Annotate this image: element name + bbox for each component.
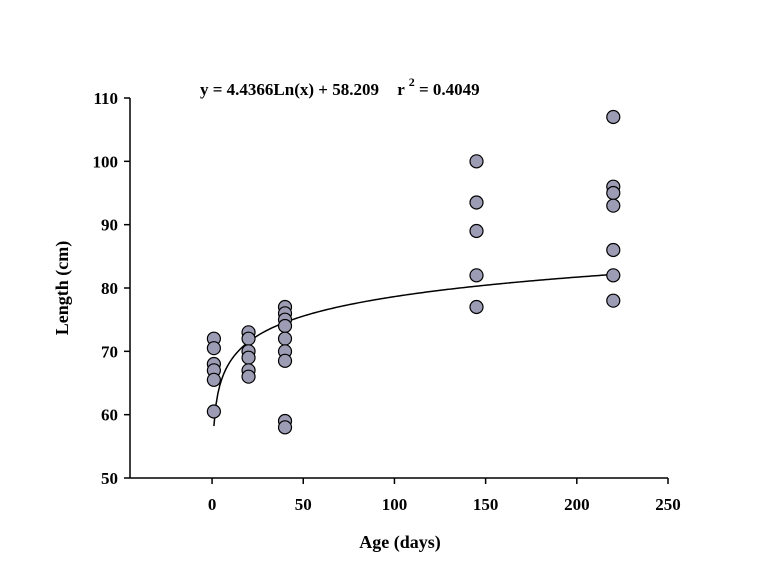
- y-tick-label: 50: [101, 469, 118, 488]
- data-point: [606, 185, 621, 201]
- data-point: [606, 242, 621, 258]
- trendline-equation: y = 4.4366Ln(x) + 58.209 r 2 = 0.4049: [200, 71, 480, 99]
- data-points: [206, 109, 621, 435]
- x-axis-ticks: 0 50 100 150 200 250: [208, 478, 681, 514]
- trendline: [213, 273, 614, 427]
- data-point: [206, 341, 221, 356]
- data-point: [606, 293, 621, 308]
- x-tick-label: 250: [655, 495, 681, 514]
- data-point: [606, 268, 621, 283]
- data-point: [469, 154, 484, 169]
- y-tick-label: 60: [101, 406, 118, 425]
- y-tick-label: 80: [101, 279, 118, 298]
- x-tick-label: 150: [473, 495, 499, 514]
- data-point: [469, 268, 484, 283]
- y-axis-title: Length (cm): [52, 241, 73, 335]
- data-point: [606, 198, 621, 213]
- data-point: [241, 350, 256, 365]
- data-point: [241, 369, 256, 384]
- data-point: [206, 404, 221, 419]
- y-tick-label: 110: [93, 89, 118, 108]
- y-axis-ticks: 50 60 70 80 90 100 110: [93, 89, 130, 488]
- data-point: [469, 223, 484, 239]
- data-point: [241, 331, 256, 346]
- data-point: [277, 331, 293, 346]
- y-tick-label: 70: [101, 342, 118, 361]
- x-tick-label: 50: [295, 495, 312, 514]
- data-point: [206, 372, 221, 387]
- plot-area: 0 50 100 150 200 250 50 60 70 80 90 100 110: [93, 89, 681, 514]
- y-tick-label: 100: [93, 152, 119, 171]
- data-point: [277, 420, 293, 435]
- data-point: [606, 109, 621, 125]
- x-tick-label: 100: [382, 495, 408, 514]
- data-point: [277, 318, 293, 334]
- y-tick-label: 90: [101, 216, 118, 235]
- x-tick-label: 200: [564, 495, 590, 514]
- data-point: [469, 299, 484, 315]
- data-point: [277, 353, 293, 368]
- x-axis-title: Age (days): [359, 532, 441, 553]
- x-tick-label: 0: [208, 495, 217, 514]
- data-point: [469, 195, 484, 210]
